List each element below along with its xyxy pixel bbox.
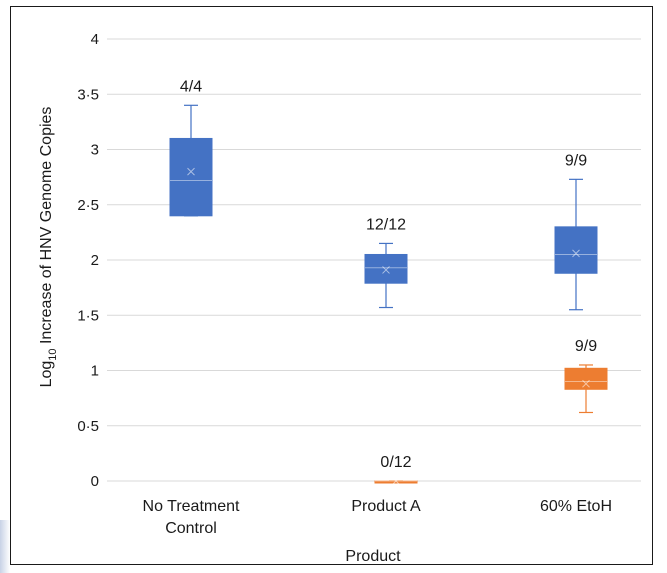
count-label: 9/9 (565, 152, 587, 169)
boxes: 4/4 12/12 0/12 9/9 9/9 (169, 78, 608, 485)
box-body (564, 367, 608, 390)
count-label: 9/9 (575, 338, 597, 355)
x-category-label: No Treatment (143, 498, 240, 515)
y-tick-label: 0·5 (77, 418, 99, 435)
mean-marker (382, 266, 390, 274)
y-axis-title-suffix: Increase of HNV Genome Copies (38, 107, 55, 349)
y-tick-label: 1·5 (77, 307, 99, 324)
mean-marker (187, 167, 195, 176)
mean-marker (572, 249, 580, 258)
box-body (169, 137, 213, 217)
y-tick-label: 3 (91, 142, 99, 159)
count-label: 4/4 (180, 78, 202, 95)
x-axis-title: Product (345, 548, 401, 564)
y-axis-title-prefix: Log (38, 361, 55, 388)
box-body (364, 253, 408, 284)
box-series-2: 0/12 (374, 454, 418, 485)
count-label: 12/12 (366, 216, 406, 233)
box-plot: 0 0·5 1 1·5 2 2·5 3 3·5 4 4/4 12/12 0/12 9/9 9/9 No … (38, 31, 641, 564)
y-tick-label: 0 (91, 473, 99, 490)
y-tick-label: 2 (91, 252, 99, 269)
x-category-label: Control (165, 520, 217, 537)
figure-frame: 0 0·5 1 1·5 2 2·5 3 3·5 4 4/4 12/12 0/12 9/9 9/9 No … (10, 6, 653, 565)
edge-shadow (0, 520, 10, 573)
x-category-label: 60% EtoH (540, 498, 612, 515)
y-tick-label: 3·5 (77, 86, 99, 103)
x-category-labels: No Treatment Control Product A 60% EtoH (143, 498, 612, 537)
y-tick-labels: 0 0·5 1 1·5 2 2·5 3 3·5 4 (77, 31, 99, 490)
y-axis-title: Log10 Increase of HNV Genome Copies (38, 107, 59, 388)
y-tick-label: 4 (91, 31, 99, 48)
box-body (554, 226, 598, 274)
y-axis-title-subscript: 10 (47, 348, 59, 360)
y-tick-label: 2·5 (77, 197, 99, 214)
box-series-0: 4/4 (169, 78, 213, 217)
y-tick-label: 1 (91, 363, 99, 380)
box-series-4: 9/9 (564, 338, 608, 414)
count-label: 0/12 (380, 454, 411, 471)
mean-marker (392, 477, 400, 485)
x-category-label: Product A (351, 498, 421, 515)
box-series-3: 9/9 (554, 152, 598, 311)
box-series-1: 12/12 (364, 216, 408, 309)
mean-marker (582, 379, 590, 388)
